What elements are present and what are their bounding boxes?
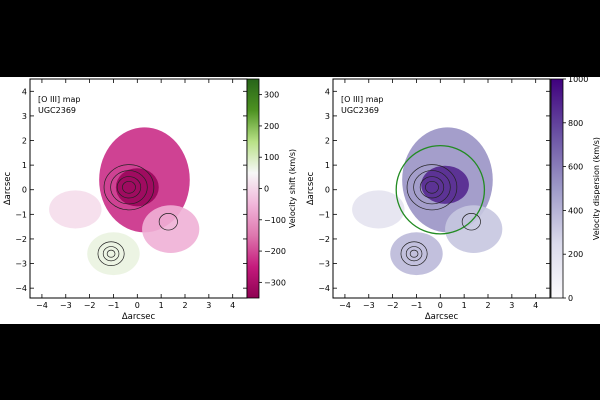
- flux-contour: [413, 170, 451, 205]
- x-tick-label: 4: [230, 301, 235, 310]
- colorbar: [246, 78, 260, 299]
- x-tick-label: 2: [182, 301, 187, 310]
- region-southern-clump: [390, 232, 443, 276]
- y-tick-label: −3: [15, 260, 27, 269]
- flux-contour: [405, 246, 423, 262]
- x-tick-label: 0: [135, 301, 140, 310]
- flux-contour: [409, 249, 419, 258]
- colorbar-label: Velocity dispersion (km/s): [592, 137, 600, 240]
- y-tick-label: 4: [325, 87, 330, 96]
- colorbar-tick-label: 300: [264, 91, 279, 100]
- y-tick-label: 4: [22, 87, 27, 96]
- colorbar: [550, 78, 564, 299]
- flux-contour: [461, 213, 481, 231]
- colorbar-tick-label: 100: [264, 153, 279, 162]
- x-tick-label: 3: [206, 301, 211, 310]
- x-tick-label: −1: [108, 301, 120, 310]
- x-tick-label: 1: [462, 301, 467, 310]
- map-label: [O III] map: [38, 95, 80, 104]
- y-tick-label: 2: [325, 137, 330, 146]
- colorbar-tick-label: −100: [264, 216, 286, 225]
- map-label: [O III] map: [341, 95, 383, 104]
- colorbar-label: Velocity shift (km/s): [288, 149, 297, 228]
- region-western-arm: [352, 190, 405, 229]
- flux-contour: [102, 246, 120, 262]
- x-tick-label: −1: [411, 301, 423, 310]
- colorbar-tick-label: 400: [568, 206, 583, 215]
- panel-2: −4 −3 −2 −1 0 1 2 3 4 −4 −3 −2 −1 0 1 2 3 4 Δarcsec Δarcsec…: [306, 75, 600, 322]
- flux-contour: [419, 176, 445, 199]
- y-tick-label: 1: [22, 161, 27, 170]
- flux-contour: [158, 213, 178, 231]
- y-tick-label: −1: [15, 210, 27, 219]
- panel-1: −4 −3 −2 −1 0 1 2 3 4 −4 −3 −2 −1 0 1 2 3 4 Δarcsec Δarcsec…: [3, 78, 297, 322]
- x-tick-label: 3: [509, 301, 514, 310]
- colorbar-tick-label: 0: [568, 294, 573, 303]
- y-tick-label: −1: [318, 210, 330, 219]
- flux-contour: [103, 164, 155, 211]
- colorbar-tick-label: 0: [264, 185, 269, 194]
- region-western-arm: [49, 190, 102, 229]
- colorbar-tick-label: 800: [568, 119, 583, 128]
- y-tick-label: −4: [318, 284, 330, 293]
- map-area: [333, 79, 550, 298]
- figure: −4 −3 −2 −1 0 1 2 3 4 −4 −3 −2 −1 0 1 2 3 4 Δarcsec Δarcsec…: [0, 75, 600, 324]
- y-tick-label: −2: [15, 235, 27, 244]
- x-tick-label: −4: [36, 301, 48, 310]
- x-tick-label: −3: [363, 301, 375, 310]
- y-axis-label: Δarcsec: [306, 172, 316, 206]
- x-tick-label: 1: [159, 301, 164, 310]
- y-tick-label: 3: [325, 112, 330, 121]
- colorbar-tick-label: 200: [568, 250, 583, 259]
- y-tick-label: −2: [318, 235, 330, 244]
- x-tick-label: 0: [438, 301, 443, 310]
- x-tick-label: −2: [387, 301, 399, 310]
- region-central-core: [421, 165, 469, 204]
- y-tick-label: 0: [325, 186, 330, 195]
- region-central-core: [115, 168, 159, 207]
- colorbar-tick-label: 1000: [568, 77, 588, 84]
- x-tick-label: −4: [339, 301, 351, 310]
- region-southeast-lobe: [445, 205, 503, 253]
- flux-contour: [122, 180, 136, 194]
- colorbar-tick-label: 600: [568, 163, 583, 172]
- y-tick-label: −3: [318, 260, 330, 269]
- flux-contour: [97, 241, 125, 266]
- x-axis-label: Δarcsec: [122, 312, 156, 322]
- flux-contour: [400, 241, 428, 266]
- flux-contour: [425, 180, 439, 194]
- x-axis-label: Δarcsec: [425, 312, 459, 322]
- region-southeast-lobe: [142, 205, 200, 253]
- map-area: [30, 79, 247, 298]
- colorbar-tick-label: −200: [264, 247, 286, 256]
- object-label: UGC2369: [341, 106, 379, 115]
- flux-contour: [106, 249, 116, 258]
- flux-contour: [406, 164, 458, 211]
- region-southern-clump: [87, 232, 140, 276]
- colorbar-tick-label: 200: [264, 122, 279, 131]
- figure-svg: −4 −3 −2 −1 0 1 2 3 4 −4 −3 −2 −1 0 1 2 3 4 Δarcsec Δarcsec…: [3, 75, 600, 322]
- y-tick-label: 1: [325, 161, 330, 170]
- x-tick-label: −3: [60, 301, 72, 310]
- x-tick-label: 2: [485, 301, 490, 310]
- y-tick-label: 2: [22, 137, 27, 146]
- x-tick-label: 4: [533, 301, 538, 310]
- object-label: UGC2369: [38, 106, 76, 115]
- aperture-circle: [395, 144, 486, 235]
- colorbar-tick-label: −300: [264, 278, 286, 287]
- y-tick-label: 0: [22, 186, 27, 195]
- flux-contour: [116, 176, 142, 199]
- y-tick-label: −4: [15, 284, 27, 293]
- flux-contour: [110, 170, 148, 205]
- y-tick-label: 3: [22, 112, 27, 121]
- x-tick-label: −2: [84, 301, 96, 310]
- y-axis-label: Δarcsec: [3, 172, 13, 206]
- axes-frame: [332, 78, 551, 299]
